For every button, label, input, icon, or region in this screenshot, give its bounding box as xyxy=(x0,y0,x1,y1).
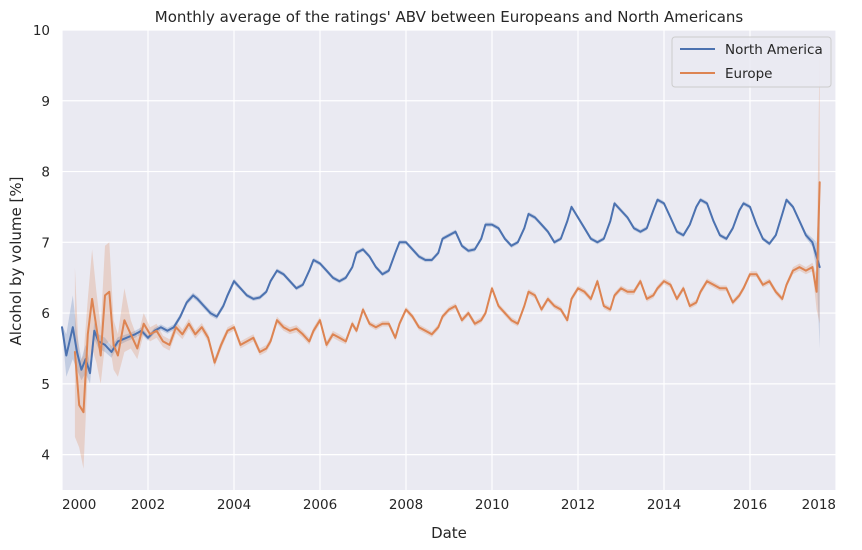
confidence-band-north-america xyxy=(62,185,820,384)
grid-lines xyxy=(61,29,837,490)
x-tick-label: 2010 xyxy=(475,497,509,513)
series-lines xyxy=(61,181,821,414)
x-tick-label: 2014 xyxy=(647,497,681,513)
y-tick-label: 9 xyxy=(41,94,50,110)
x-tick-label: 2002 xyxy=(131,497,165,513)
plot-background xyxy=(62,30,836,490)
chart-title: Monthly average of the ratings' ABV betw… xyxy=(155,8,744,26)
legend-label: North America xyxy=(725,42,823,58)
y-axis-label: Alcohol by volume [%] xyxy=(7,177,25,346)
y-tick-label: 5 xyxy=(41,377,50,393)
y-tick-label: 7 xyxy=(41,235,50,251)
y-tick-label: 8 xyxy=(41,165,50,181)
x-tick-label: 2012 xyxy=(561,497,595,513)
series-line-north-america xyxy=(61,198,821,375)
y-tick-label: 4 xyxy=(41,448,50,464)
x-axis-label: Date xyxy=(431,524,467,542)
x-tick-labels: 2000 2002 2004 2006 2008 2010 2012 2014 2016 2018 xyxy=(62,497,836,513)
x-tick-label: 2018 xyxy=(802,497,836,513)
legend: North America Europe xyxy=(671,36,832,88)
x-tick-label: 2006 xyxy=(303,497,337,513)
series-line-europe xyxy=(73,181,821,414)
x-tick-label: 2004 xyxy=(217,497,251,513)
confidence-bands xyxy=(62,40,820,469)
x-tick-label: 2000 xyxy=(62,497,96,513)
x-tick-label: 2008 xyxy=(389,497,423,513)
y-tick-label: 10 xyxy=(33,23,50,39)
y-tick-label: 6 xyxy=(41,306,50,322)
y-tick-labels: 4 5 6 7 8 9 10 xyxy=(33,23,50,464)
x-tick-label: 2016 xyxy=(733,497,767,513)
legend-label: Europe xyxy=(725,66,772,82)
